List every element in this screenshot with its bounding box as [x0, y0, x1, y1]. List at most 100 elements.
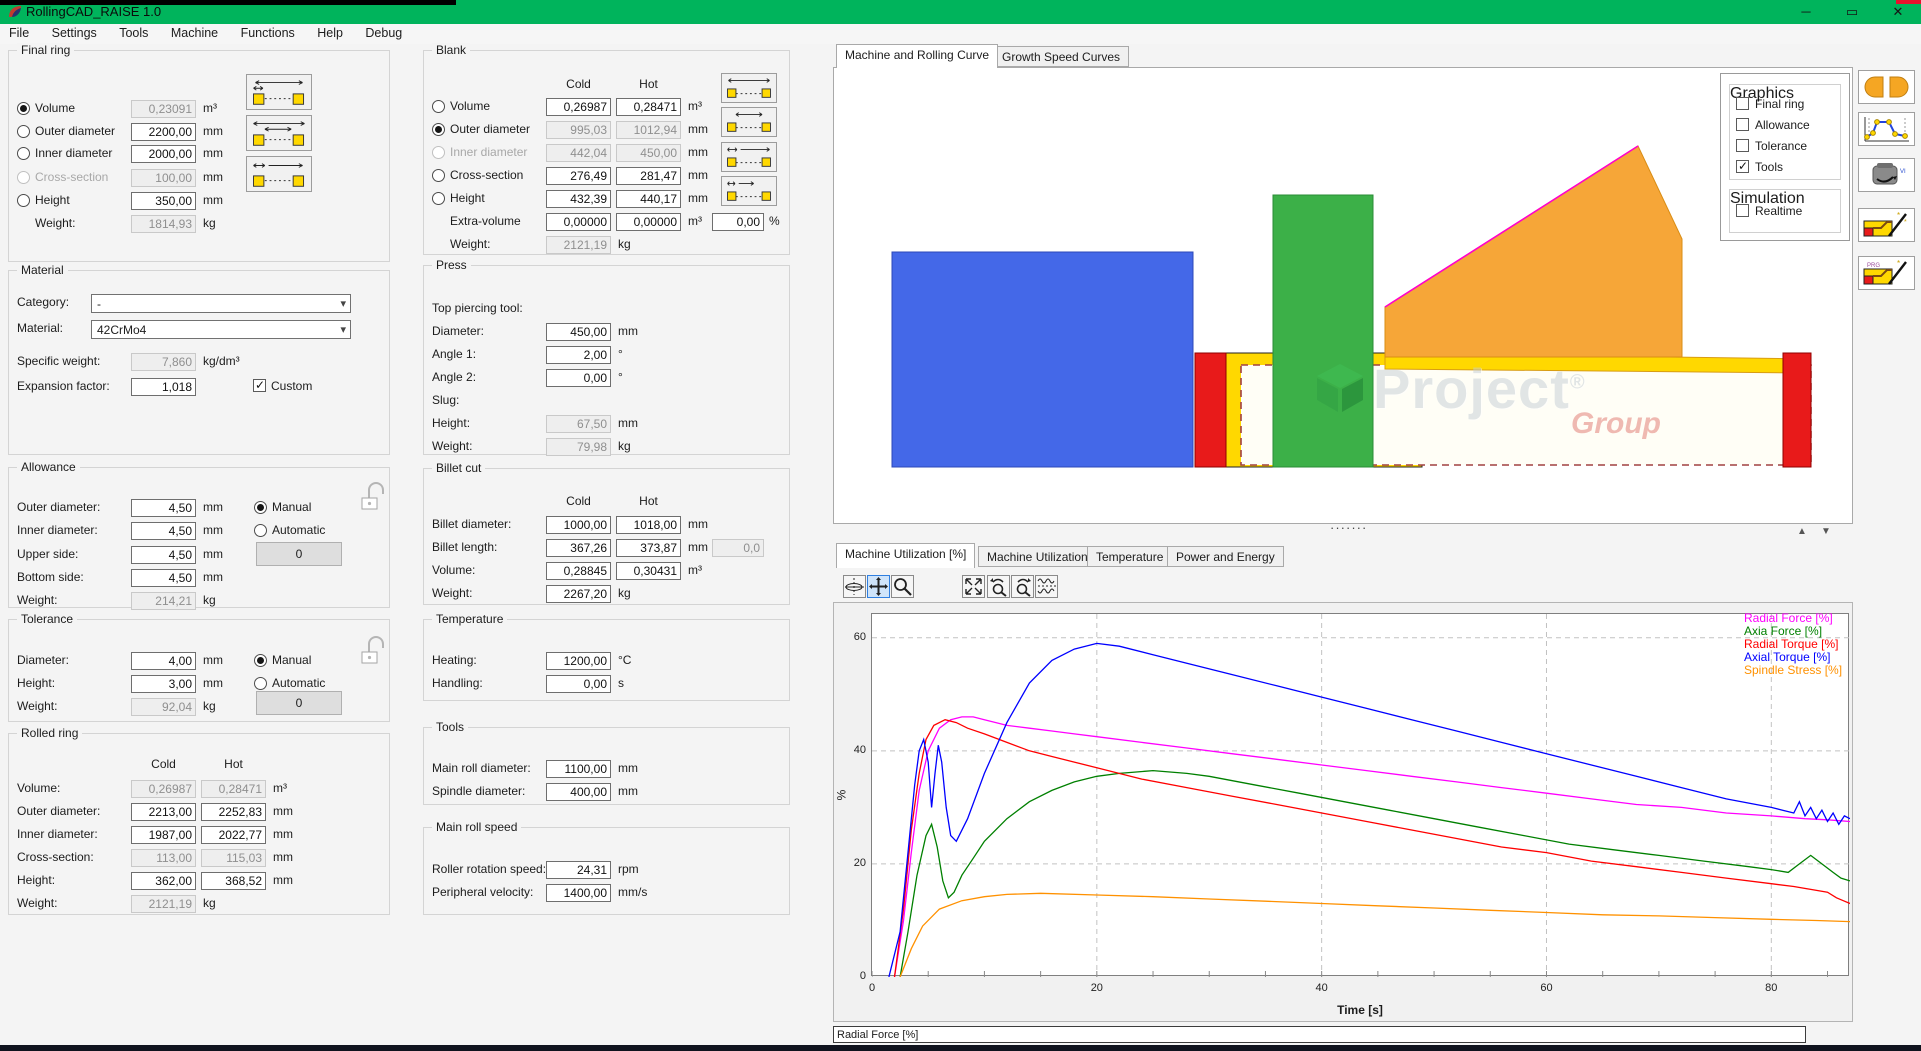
ring-drawing-canvas[interactable]: Project® Group: [833, 67, 1853, 524]
ring-shape-button[interactable]: [1858, 70, 1915, 104]
tab-power-and-energy[interactable]: Power and Energy: [1167, 546, 1284, 567]
billet-volume-cold[interactable]: 0,28845: [546, 562, 611, 580]
ring-dimension-diagram-button[interactable]: [721, 73, 777, 103]
tab-temperature[interactable]: Temperature: [1087, 546, 1173, 567]
realtime-checkbox[interactable]: [1736, 204, 1749, 217]
blank-extra-volume-hot[interactable]: 0,00000: [616, 213, 681, 231]
radio-automatic[interactable]: [254, 524, 267, 537]
allowance-outer-field[interactable]: 4,50: [131, 499, 196, 517]
rolled-inner-cold[interactable]: 1987,00: [131, 826, 196, 844]
radio-outer-diameter[interactable]: [432, 123, 445, 136]
unlock-icon[interactable]: [359, 478, 387, 514]
billet-diameter-hot[interactable]: 1018,00: [616, 516, 681, 534]
zoom-previous-button[interactable]: [987, 575, 1010, 598]
height-field[interactable]: 350,00: [131, 192, 196, 210]
pan-tool-button[interactable]: [867, 575, 890, 598]
minimize-button[interactable]: ─: [1801, 4, 1811, 19]
radio-cross-section[interactable]: [17, 171, 30, 184]
tools-checkbox[interactable]: [1736, 159, 1749, 173]
billet-diameter-cold[interactable]: 1000,00: [546, 516, 611, 534]
allowance-inner-field[interactable]: 4,50: [131, 522, 196, 540]
cross-section-field[interactable]: 100,00: [131, 169, 196, 187]
radio-inner-diameter[interactable]: [17, 147, 30, 160]
expansion-factor-field[interactable]: 1,018: [131, 378, 196, 396]
radio-automatic[interactable]: [254, 677, 267, 690]
radio-outer-diameter[interactable]: [17, 125, 30, 138]
menu-help[interactable]: Help: [317, 26, 343, 40]
rolled-height-hot[interactable]: 368,52: [201, 872, 266, 890]
ring-dimension-diagram-button[interactable]: [721, 142, 777, 172]
ring-dimension-diagram-button[interactable]: [246, 115, 312, 151]
radio-volume[interactable]: [17, 102, 30, 115]
handling-field[interactable]: 0,00: [546, 675, 611, 693]
unlock-icon[interactable]: [359, 632, 387, 668]
tab-machine-utilization[interactable]: Machine Utilization: [978, 546, 1097, 567]
material-dropdown[interactable]: 42CrMo4: [91, 320, 351, 339]
billet-weight-field[interactable]: 2267,20: [546, 585, 611, 603]
rolled-inner-hot[interactable]: 2022,77: [201, 826, 266, 844]
ring-dimension-diagram-button[interactable]: [246, 74, 312, 110]
final-ring-checkbox[interactable]: [1736, 97, 1749, 110]
blank-height-cold[interactable]: 432,39: [546, 190, 611, 208]
allowance-zero-button[interactable]: 0: [256, 542, 342, 566]
ring-dimension-diagram-button[interactable]: [246, 156, 312, 192]
spindle-diameter-field[interactable]: 400,00: [546, 783, 611, 801]
menu-functions[interactable]: Functions: [240, 26, 295, 40]
ring-dimension-diagram-button[interactable]: [721, 107, 777, 137]
press-diameter-field[interactable]: 450,00: [546, 323, 611, 341]
press-angle1-field[interactable]: 2,00: [546, 346, 611, 364]
rolled-outer-cold[interactable]: 2213,00: [131, 803, 196, 821]
allowance-checkbox[interactable]: [1736, 118, 1749, 131]
billet-length-hot[interactable]: 373,87: [616, 539, 681, 557]
main-roll-diameter-field[interactable]: 1100,00: [546, 760, 611, 778]
blank-volume-cold[interactable]: 0,26987: [546, 98, 611, 116]
radio-height[interactable]: [17, 194, 30, 207]
auto-program-button[interactable]: * PRG: [1858, 256, 1915, 290]
tolerance-diameter-field[interactable]: 4,00: [131, 652, 196, 670]
blank-height-hot[interactable]: 440,17: [616, 190, 681, 208]
tolerance-zero-button[interactable]: 0: [256, 691, 342, 715]
blank-cross-cold[interactable]: 276,49: [546, 167, 611, 185]
zoom-extents-button[interactable]: [962, 575, 985, 598]
zoom-tool-button[interactable]: [891, 575, 914, 598]
blank-cross-hot[interactable]: 281,47: [616, 167, 681, 185]
tab-growth-speed-curves[interactable]: Growth Speed Curves: [993, 46, 1130, 67]
menu-machine[interactable]: Machine: [170, 26, 219, 40]
menu-file[interactable]: File: [9, 26, 30, 40]
allowance-upper-field[interactable]: 4,50: [131, 546, 196, 564]
growth-curve-button[interactable]: [1858, 112, 1915, 146]
allowance-bottom-field[interactable]: 4,50: [131, 569, 196, 587]
ring-dimension-diagram-button[interactable]: [721, 176, 777, 206]
zoom-next-button[interactable]: [1011, 575, 1034, 598]
heating-field[interactable]: 1200,00: [546, 652, 611, 670]
peripheral-velocity-field[interactable]: 1400,00: [546, 884, 611, 902]
press-angle2-field[interactable]: 0,00: [546, 369, 611, 387]
radio-inner-diameter[interactable]: [432, 146, 445, 159]
tab-machine-utilization-pct[interactable]: Machine Utilization [%]: [836, 543, 976, 568]
billet-length-cold[interactable]: 367,26: [546, 539, 611, 557]
outer-diameter-field[interactable]: 2200,00: [131, 123, 196, 141]
menu-debug[interactable]: Debug: [365, 26, 403, 40]
cursor-tool-button[interactable]: [843, 575, 866, 598]
blank-extra-volume-cold[interactable]: 0,00000: [546, 213, 611, 231]
volume-field[interactable]: 0,23091: [131, 100, 196, 118]
custom-checkbox[interactable]: [253, 378, 266, 392]
radio-manual[interactable]: [254, 501, 267, 514]
rolled-height-cold[interactable]: 362,00: [131, 872, 196, 890]
tab-machine-and-rolling-curve[interactable]: Machine and Rolling Curve: [836, 44, 999, 68]
auto-design-button[interactable]: * *: [1858, 208, 1915, 242]
tolerance-checkbox[interactable]: [1736, 139, 1749, 152]
chart-plot-area[interactable]: Radial Force [%] Axia Force [%] Radial Tor…: [854, 612, 1850, 994]
category-dropdown[interactable]: -: [91, 294, 351, 313]
waveform-options-button[interactable]: [1035, 575, 1058, 598]
radio-volume[interactable]: [432, 100, 445, 113]
maximize-button[interactable]: ▭: [1845, 4, 1859, 19]
inner-diameter-field[interactable]: 2000,00: [131, 145, 196, 163]
menu-settings[interactable]: Settings: [51, 26, 97, 40]
close-button[interactable]: ✕: [1892, 4, 1904, 19]
blank-extra-percent-field[interactable]: 0,00: [712, 213, 764, 231]
scroll-down-icon[interactable]: ▼: [1821, 526, 1831, 537]
menu-tools[interactable]: Tools: [119, 26, 149, 40]
radio-manual[interactable]: [254, 654, 267, 667]
radio-cross-section[interactable]: [432, 169, 445, 182]
